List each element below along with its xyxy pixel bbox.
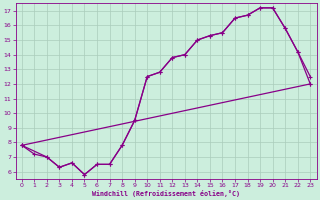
- X-axis label: Windchill (Refroidissement éolien,°C): Windchill (Refroidissement éolien,°C): [92, 190, 240, 197]
